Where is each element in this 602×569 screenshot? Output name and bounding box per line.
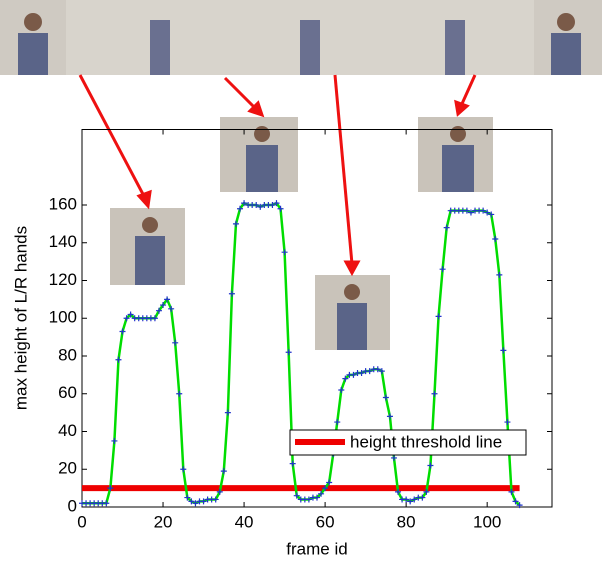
data-marker xyxy=(423,488,430,495)
data-marker xyxy=(232,220,239,227)
data-marker xyxy=(390,454,397,461)
y-tick-label: 20 xyxy=(58,459,77,478)
data-marker xyxy=(168,305,175,312)
data-marker xyxy=(314,494,320,501)
data-marker xyxy=(431,390,438,397)
data-marker xyxy=(326,479,333,486)
data-marker xyxy=(463,207,470,214)
data-marker xyxy=(293,492,300,499)
legend-label: height threshold line xyxy=(350,432,502,451)
data-marker xyxy=(127,311,134,318)
data-marker xyxy=(403,496,410,503)
data-marker xyxy=(176,390,183,397)
data-marker xyxy=(237,205,244,212)
inset-photos xyxy=(110,117,493,350)
data-marker xyxy=(115,356,122,363)
x-tick-label: 20 xyxy=(154,512,173,531)
data-marker xyxy=(192,500,199,507)
data-marker xyxy=(334,419,341,426)
data-marker xyxy=(504,419,511,426)
data-marker xyxy=(427,462,434,469)
data-marker xyxy=(382,394,389,401)
data-marker xyxy=(350,371,357,378)
data-marker xyxy=(467,209,474,216)
y-tick-label: 160 xyxy=(49,194,77,213)
y-tick-label: 100 xyxy=(49,308,77,327)
data-marker xyxy=(508,488,515,495)
data-marker xyxy=(305,496,312,503)
data-marker xyxy=(407,498,414,505)
data-marker xyxy=(119,328,126,335)
data-marker xyxy=(164,296,171,303)
data-marker xyxy=(253,202,260,208)
data-marker xyxy=(512,498,519,505)
data-marker xyxy=(500,347,507,354)
data-marker xyxy=(241,200,248,207)
data-marker xyxy=(180,466,187,473)
y-tick-label: 80 xyxy=(58,345,77,364)
data-marker xyxy=(374,366,381,373)
data-marker xyxy=(342,375,349,382)
data-marker xyxy=(338,386,345,393)
y-tick-label: 40 xyxy=(58,421,77,440)
data-marker xyxy=(281,249,288,256)
data-marker xyxy=(107,485,114,492)
y-tick-label: 0 xyxy=(68,496,77,515)
data-marker xyxy=(257,203,264,210)
data-marker xyxy=(228,290,235,297)
data-marker xyxy=(484,209,491,216)
y-axis-label: max height of L/R hands xyxy=(11,226,30,410)
data-marker xyxy=(488,211,495,218)
data-marker xyxy=(439,266,446,273)
x-tick-label: 0 xyxy=(77,512,86,531)
arrows xyxy=(78,74,477,277)
data-marker xyxy=(496,271,503,278)
x-tick-label: 40 xyxy=(235,512,254,531)
data-marker xyxy=(224,409,231,416)
data-marker xyxy=(172,339,179,346)
data-marker xyxy=(200,498,207,505)
data-marker xyxy=(492,235,499,242)
data-marker xyxy=(419,494,426,501)
data-marker xyxy=(435,313,442,320)
data-marker xyxy=(188,498,195,505)
data-marker xyxy=(358,369,365,376)
data-marker xyxy=(443,224,450,231)
data-marker xyxy=(516,502,523,509)
x-tick-label: 80 xyxy=(397,512,416,531)
data-marker xyxy=(220,468,227,475)
data-marker xyxy=(378,368,385,375)
data-marker xyxy=(386,413,393,420)
data-marker xyxy=(111,437,118,444)
data-marker xyxy=(155,307,162,314)
data-marker xyxy=(289,460,296,467)
data-marker xyxy=(480,207,487,214)
data-marker xyxy=(366,368,373,375)
data-marker xyxy=(184,494,191,501)
photo-strip xyxy=(0,0,602,75)
data-marker xyxy=(216,488,223,495)
data-marker xyxy=(160,302,167,309)
data-marker xyxy=(285,349,292,356)
x-axis-label: frame id xyxy=(286,539,347,558)
data-marker xyxy=(269,202,276,208)
data-marker xyxy=(318,490,325,497)
data-marker xyxy=(322,485,329,492)
data-marker xyxy=(212,496,219,503)
y-tick-label: 120 xyxy=(49,270,77,289)
x-tick-label: 100 xyxy=(473,512,501,531)
data-marker xyxy=(103,500,110,507)
data-marker xyxy=(277,205,284,212)
data-marker xyxy=(151,315,158,322)
data-marker xyxy=(123,315,130,322)
y-tick-label: 60 xyxy=(58,383,77,402)
data-marker xyxy=(273,200,280,207)
x-tick-label: 60 xyxy=(316,512,335,531)
data-marker xyxy=(411,496,418,503)
data-marker xyxy=(395,488,402,495)
y-tick-label: 140 xyxy=(49,232,77,251)
